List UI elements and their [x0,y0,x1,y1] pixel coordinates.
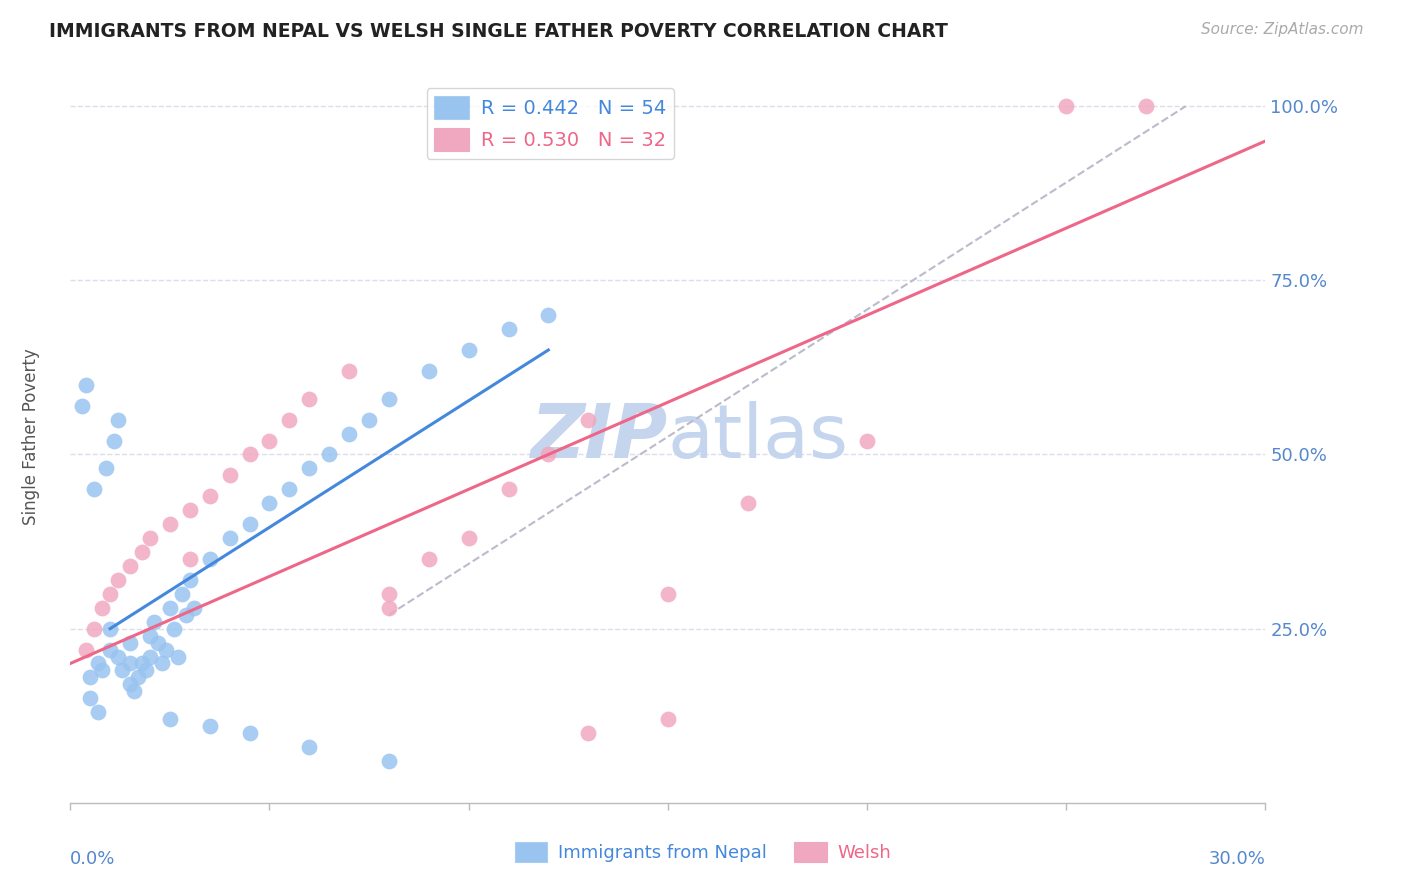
Point [576,412,599,426]
Legend: R = 0.442   N = 54, R = 0.530   N = 32: R = 0.442 N = 54, R = 0.530 N = 32 [426,88,673,159]
Point [79,670,101,684]
Point [183,600,205,615]
Point [378,392,401,406]
Point [1054,99,1077,113]
Point [70,399,93,413]
Point [107,412,129,426]
Point [120,677,141,691]
Point [163,622,186,636]
Point [120,635,141,649]
Point [146,635,169,649]
Point [83,483,105,497]
Point [167,649,190,664]
Text: IMMIGRANTS FROM NEPAL VS WELSH SINGLE FATHER POVERTY CORRELATION CHART: IMMIGRANTS FROM NEPAL VS WELSH SINGLE FA… [49,22,948,41]
Legend: Immigrants from Nepal, Welsh: Immigrants from Nepal, Welsh [508,834,898,870]
Point [337,426,360,441]
Point [131,657,153,671]
Point [198,552,221,566]
Text: 30.0%: 30.0% [1209,850,1265,868]
Point [107,573,129,587]
Point [259,496,281,510]
Point [111,664,134,678]
Point [170,587,193,601]
Point [179,552,201,566]
Point [239,517,262,532]
Point [83,622,105,636]
Point [150,657,173,671]
Point [657,587,679,601]
Point [239,726,262,740]
Point [75,642,97,657]
Point [318,448,340,462]
Point [98,642,121,657]
Point [1135,99,1157,113]
Point [218,531,240,545]
Point [337,364,360,378]
Point [131,545,153,559]
Point [143,615,166,629]
Point [298,392,321,406]
Point [576,726,599,740]
Point [96,461,118,475]
Point [120,657,141,671]
Text: ZIP: ZIP [530,401,668,474]
Point [91,664,114,678]
Point [537,448,560,462]
Point [159,712,181,726]
Point [418,364,440,378]
Point [103,434,125,448]
Point [159,517,181,532]
Point [378,587,401,601]
Point [537,308,560,322]
Point [98,622,121,636]
Point [457,531,479,545]
Point [737,496,759,510]
Point [218,468,240,483]
Text: Source: ZipAtlas.com: Source: ZipAtlas.com [1201,22,1364,37]
Point [135,664,157,678]
Point [122,684,145,698]
Point [298,740,321,755]
Point [139,531,162,545]
Point [198,489,221,503]
Point [457,343,479,357]
Point [378,754,401,768]
Point [98,587,121,601]
Point [87,657,110,671]
Point [179,573,201,587]
Point [87,705,110,719]
Point [107,649,129,664]
Text: atlas: atlas [668,401,849,474]
Point [127,670,149,684]
Point [198,719,221,733]
Point [278,483,301,497]
Point [359,412,381,426]
Point [174,607,197,622]
Point [179,503,201,517]
Point [378,600,401,615]
Point [856,434,879,448]
Point [159,600,181,615]
Point [239,448,262,462]
Point [91,600,114,615]
Text: 0.0%: 0.0% [70,850,115,868]
Point [155,642,177,657]
Point [278,412,301,426]
Point [498,322,520,336]
Text: Single Father Poverty: Single Father Poverty [22,349,41,525]
Point [139,629,162,643]
Point [75,377,97,392]
Point [298,461,321,475]
Point [418,552,440,566]
Point [120,558,141,573]
Point [498,483,520,497]
Point [139,649,162,664]
Point [79,691,101,706]
Point [259,434,281,448]
Point [657,712,679,726]
